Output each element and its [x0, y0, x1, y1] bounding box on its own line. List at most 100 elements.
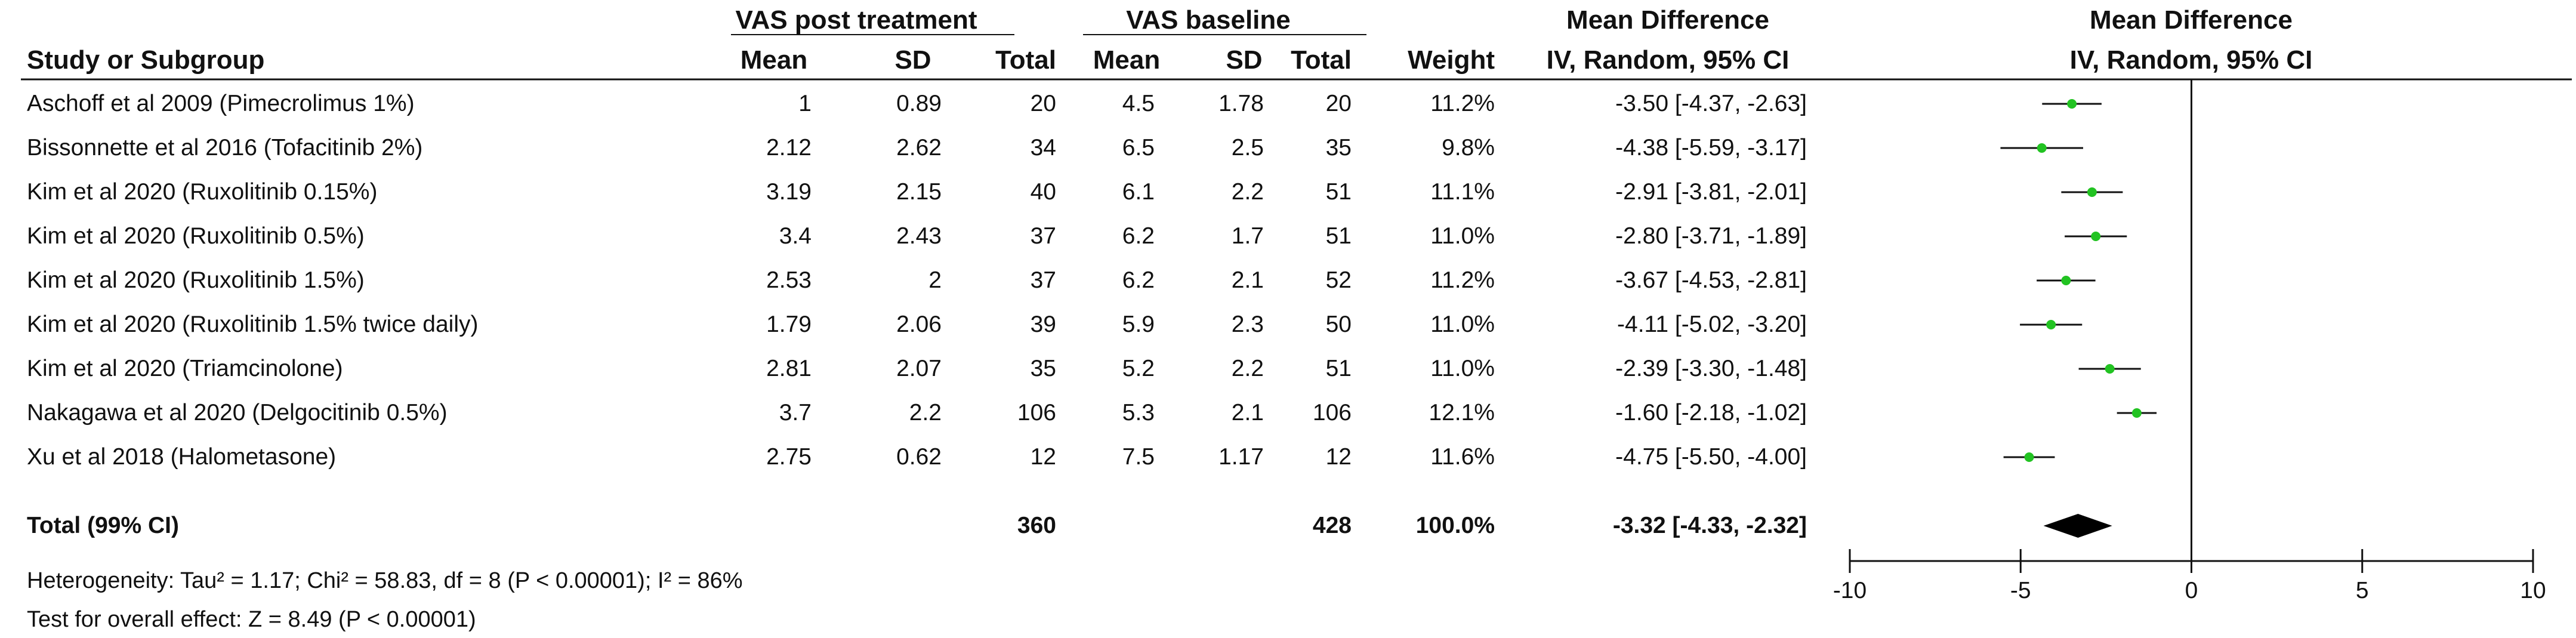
mean-difference-ci: -1.60 [-2.18, -1.02] — [1615, 400, 1807, 426]
mean-difference-ci: -3.50 [-4.37, -2.63] — [1615, 91, 1807, 116]
col-header-mean-post: Mean — [741, 45, 807, 75]
total-weight: 100.0% — [1416, 513, 1495, 538]
plot-header-method: IV, Random, 95% CI — [2070, 45, 2313, 75]
total-post: 37 — [1031, 223, 1056, 249]
mean-difference-ci: -4.11 [-5.02, -3.20] — [1617, 312, 1807, 337]
table-row: Bissonnette et al 2016 (Tofacitinib 2%) 2… — [27, 135, 1807, 161]
group-header-post-treatment: VAS post treatment — [735, 5, 977, 35]
total-baseline: 106 — [1313, 400, 1352, 426]
study-name: Kim et al 2020 (Ruxolitinib 0.15%) — [27, 179, 377, 205]
mean-difference-ci: -3.67 [-4.53, -2.81] — [1615, 267, 1807, 293]
col-header-weight: Weight — [1408, 45, 1495, 75]
col-header-total-post: Total — [995, 45, 1056, 75]
sd-baseline: 1.7 — [1232, 223, 1264, 249]
weight: 11.6% — [1430, 444, 1495, 470]
mean-difference-ci: -4.38 [-5.59, -3.17] — [1615, 135, 1807, 161]
x-tick-label: 5 — [2356, 578, 2369, 603]
mean-baseline: 6.5 — [1122, 135, 1155, 161]
mean-baseline: 5.3 — [1122, 400, 1155, 426]
sd-baseline: 1.78 — [1218, 91, 1264, 116]
total-label: Total (99% CI) — [27, 513, 179, 538]
point-estimate — [2024, 452, 2034, 462]
mean-baseline: 4.5 — [1122, 91, 1155, 116]
col-header-mean-baseline: Mean — [1093, 45, 1160, 75]
table-row: Kim et al 2020 (Ruxolitinib 1.5%) 2.53 2 37… — [27, 267, 1807, 293]
total-baseline: 20 — [1326, 91, 1352, 116]
point-estimate — [2091, 232, 2101, 241]
total-post: 34 — [1031, 135, 1056, 161]
point-estimate — [2105, 364, 2115, 374]
heterogeneity-text: Heterogeneity: Tau² = 1.17; Chi² = 58.83… — [27, 568, 743, 593]
study-name: Xu et al 2018 (Halometasone) — [27, 444, 336, 470]
sd-baseline: 2.1 — [1232, 400, 1264, 426]
weight: 11.1% — [1430, 179, 1495, 205]
sd-post: 2.2 — [909, 400, 942, 426]
col-header-sd-baseline: SD — [1226, 45, 1262, 75]
overall-effect-text: Test for overall effect: Z = 8.49 (P < 0… — [27, 607, 476, 632]
sd-baseline: 2.5 — [1232, 135, 1264, 161]
point-estimate — [2061, 276, 2071, 285]
col-header-study: Study or Subgroup — [27, 45, 264, 75]
mean-difference-ci: -4.75 [-5.50, -4.00] — [1615, 444, 1807, 470]
point-estimate — [2131, 408, 2142, 418]
table-row: Kim et al 2020 (Triamcinolone) 2.81 2.07 35… — [27, 356, 1807, 381]
x-tick-label: 10 — [2520, 578, 2546, 603]
sd-baseline: 2.2 — [1232, 179, 1264, 205]
group-header-baseline: VAS baseline — [1126, 5, 1291, 35]
weight: 11.0% — [1430, 312, 1495, 337]
study-name: Kim et al 2020 (Ruxolitinib 0.5%) — [27, 223, 365, 249]
sd-baseline: 2.3 — [1232, 312, 1264, 337]
total-baseline: 50 — [1326, 312, 1352, 337]
sd-post: 2.43 — [896, 223, 942, 249]
table-row: Kim et al 2020 (Ruxolitinib 1.5% twice d… — [27, 312, 1807, 337]
mean-post: 1.79 — [766, 312, 812, 337]
point-estimate — [2037, 143, 2047, 153]
weight: 11.2% — [1430, 267, 1495, 293]
table-row: Kim et al 2020 (Ruxolitinib 0.15%) 3.19 2.… — [27, 179, 1807, 205]
total-post: 39 — [1031, 312, 1056, 337]
mean-baseline: 5.2 — [1122, 356, 1155, 381]
table-row: Aschoff et al 2009 (Pimecrolimus 1%) 1 0.8… — [27, 91, 1807, 116]
col-header-method: IV, Random, 95% CI — [1547, 45, 1790, 75]
weight: 12.1% — [1429, 400, 1495, 426]
x-tick-label: -5 — [2010, 578, 2031, 603]
study-name: Kim et al 2020 (Ruxolitinib 1.5%) — [27, 267, 365, 293]
sd-post: 0.89 — [896, 91, 942, 116]
study-rows: Aschoff et al 2009 (Pimecrolimus 1%) 1 0.8… — [27, 91, 1807, 470]
weight: 11.0% — [1430, 223, 1495, 249]
sd-post: 0.62 — [896, 444, 942, 470]
mean-difference-ci: -2.80 [-3.71, -1.89] — [1615, 223, 1807, 249]
table-row: Nakagawa et al 2020 (Delgocitinib 0.5%) 3… — [27, 400, 1807, 426]
mean-difference-ci: -2.91 [-3.81, -2.01] — [1615, 179, 1807, 205]
mean-post: 2.53 — [766, 267, 812, 293]
total-post: 35 — [1031, 356, 1056, 381]
sd-baseline: 2.1 — [1232, 267, 1264, 293]
mean-baseline: 6.2 — [1122, 223, 1155, 249]
point-estimate — [2087, 187, 2097, 197]
mean-baseline: 5.9 — [1122, 312, 1155, 337]
x-tick-label: 0 — [2185, 578, 2198, 603]
sd-baseline: 1.17 — [1218, 444, 1264, 470]
table-row: Kim et al 2020 (Ruxolitinib 0.5%) 3.4 2.43… — [27, 223, 1807, 249]
forest-plot-area: -10 -5 0 5 10 — [1833, 79, 2546, 603]
mean-baseline: 6.2 — [1122, 267, 1155, 293]
total-n-baseline: 428 — [1313, 513, 1352, 538]
total-baseline: 12 — [1326, 444, 1352, 470]
weight: 11.0% — [1430, 356, 1495, 381]
sd-post: 2.06 — [896, 312, 942, 337]
mean-baseline: 7.5 — [1122, 444, 1155, 470]
mean-post: 3.19 — [766, 179, 812, 205]
point-estimate — [2046, 320, 2056, 329]
col-header-sd-post: SD — [894, 45, 931, 75]
mean-post: 3.4 — [779, 223, 812, 249]
sd-post: 2.15 — [896, 179, 942, 205]
study-name: Aschoff et al 2009 (Pimecrolimus 1%) — [27, 91, 415, 116]
col-header-total-baseline: Total — [1291, 45, 1352, 75]
total-post: 40 — [1031, 179, 1056, 205]
study-name: Kim et al 2020 (Ruxolitinib 1.5% twice d… — [27, 312, 479, 337]
study-name: Nakagawa et al 2020 (Delgocitinib 0.5%) — [27, 400, 448, 426]
weight: 9.8% — [1442, 135, 1495, 161]
mean-baseline: 6.1 — [1122, 179, 1155, 205]
total-post: 12 — [1031, 444, 1056, 470]
